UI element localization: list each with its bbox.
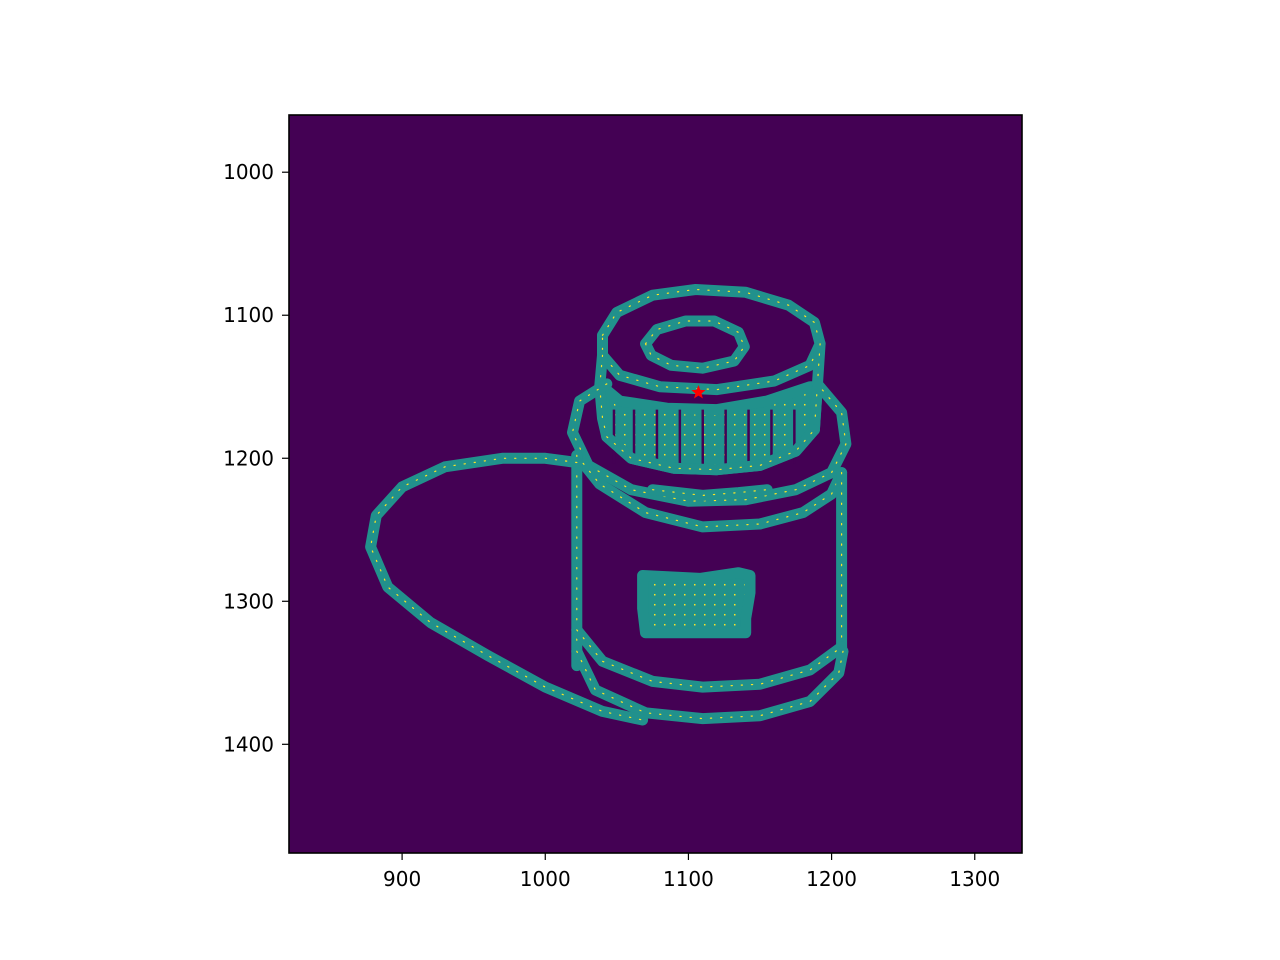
outline-lid-bottom xyxy=(601,424,820,476)
marker-layer xyxy=(691,384,706,399)
outline-shadow xyxy=(365,452,649,726)
x-tick-label: 900 xyxy=(383,867,421,891)
y-axis: 1000 1100 1200 1300 1400 xyxy=(223,160,289,756)
outline-lid-right-side-highlight xyxy=(813,343,821,431)
star-marker xyxy=(691,384,706,399)
outline-strokes xyxy=(365,284,852,726)
x-tick-label: 1200 xyxy=(806,867,857,891)
region-label-block xyxy=(637,567,756,639)
x-axis: 900 1000 1100 1200 1300 xyxy=(383,853,1000,891)
outline-jar-shoulder xyxy=(567,378,852,507)
outline-lid-left-side-highlight xyxy=(599,354,608,438)
outline-jar-neck xyxy=(571,449,848,533)
x-tick-label: 1100 xyxy=(663,867,714,891)
y-tick-label: 1300 xyxy=(223,589,274,613)
x-tick-label: 1300 xyxy=(949,867,1000,891)
outline-jar-base-lower-highlight xyxy=(576,650,844,720)
y-tick-label: 1100 xyxy=(223,303,274,327)
outline-lid-top-inner xyxy=(640,315,750,374)
plot-frame xyxy=(288,114,1023,854)
y-tick-label: 1000 xyxy=(223,160,274,184)
outline-neck-lip xyxy=(647,484,773,501)
y-tick-label: 1400 xyxy=(223,732,274,756)
x-tick-label: 1000 xyxy=(520,867,571,891)
outline-lid-top-outer-highlight xyxy=(601,288,821,391)
outline-jar-base-upper-highlight xyxy=(576,629,843,688)
y-tick-label: 1200 xyxy=(223,446,274,470)
